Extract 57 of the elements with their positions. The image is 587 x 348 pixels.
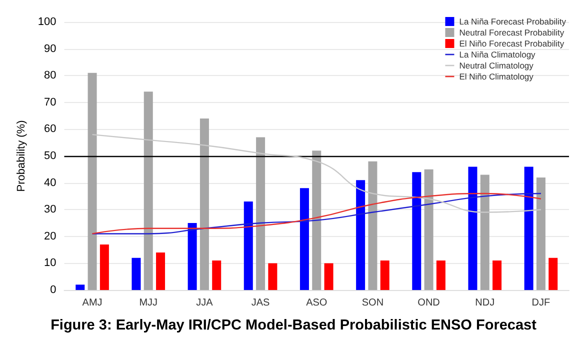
bar	[188, 223, 197, 290]
bar	[492, 260, 502, 290]
x-tick-label: DJF	[532, 298, 550, 308]
y-tick-label: 20	[44, 230, 56, 242]
x-tick-label: SON	[362, 298, 384, 308]
bar	[468, 166, 478, 290]
bar	[100, 244, 109, 290]
legend-label: Neutral Forecast Probability	[459, 28, 565, 38]
bar	[244, 202, 253, 290]
bar	[312, 150, 322, 290]
bar	[268, 263, 278, 290]
bar	[548, 258, 558, 290]
y-tick-label: 90	[44, 42, 56, 55]
bar	[356, 180, 366, 290]
bar	[88, 72, 97, 290]
x-tick-label: JAS	[251, 298, 270, 308]
legend-label: El Niño Forecast Probability	[459, 38, 565, 48]
bar	[132, 258, 141, 290]
y-tick-label: 30	[44, 204, 56, 216]
bar	[300, 188, 309, 290]
y-tick-label: 60	[44, 123, 56, 136]
bar	[424, 169, 434, 290]
bar	[324, 263, 334, 290]
text: Figure 3: Early-May IRI/CPC Model-Based Probabilistic ENSO Forecast	[50, 318, 537, 334]
legend-label: El Niño Climatology	[459, 72, 534, 82]
bar	[412, 172, 422, 290]
legend-label: La Niña Climatology	[459, 50, 536, 60]
y-tick-label: 80	[44, 70, 56, 82]
bar	[212, 260, 222, 290]
bar	[380, 260, 390, 290]
y-tick-label: 40	[44, 176, 56, 189]
y-tick-label: 0	[50, 284, 56, 296]
y-tick-label: 10	[44, 257, 56, 270]
y-axis-title: Probability (%)	[16, 120, 28, 192]
bar	[480, 174, 490, 290]
y-tick-label: 50	[44, 150, 56, 162]
bar	[200, 118, 209, 290]
x-tick-label: AMJ	[82, 298, 102, 308]
line-series	[92, 192, 542, 234]
bar	[144, 92, 153, 290]
y-tick-label: 70	[44, 96, 56, 108]
x-tick-label: JJA	[196, 298, 214, 308]
bar	[368, 161, 378, 290]
x-tick-label: MJJ	[139, 298, 158, 308]
x-tick-label: OND	[418, 298, 440, 308]
bar	[436, 260, 446, 290]
legend-label: Neutral Climatology	[459, 60, 534, 70]
x-tick-label: NDJ	[475, 298, 495, 308]
bar	[536, 177, 546, 290]
bar	[256, 137, 266, 290]
legend-label: La Niña Forecast Probability	[459, 16, 567, 26]
y-tick-label: 100	[38, 16, 56, 28]
bar	[156, 252, 166, 290]
line-series	[92, 134, 542, 213]
bar	[524, 166, 534, 290]
bar	[76, 284, 85, 290]
x-tick-label: ASO	[306, 298, 328, 308]
